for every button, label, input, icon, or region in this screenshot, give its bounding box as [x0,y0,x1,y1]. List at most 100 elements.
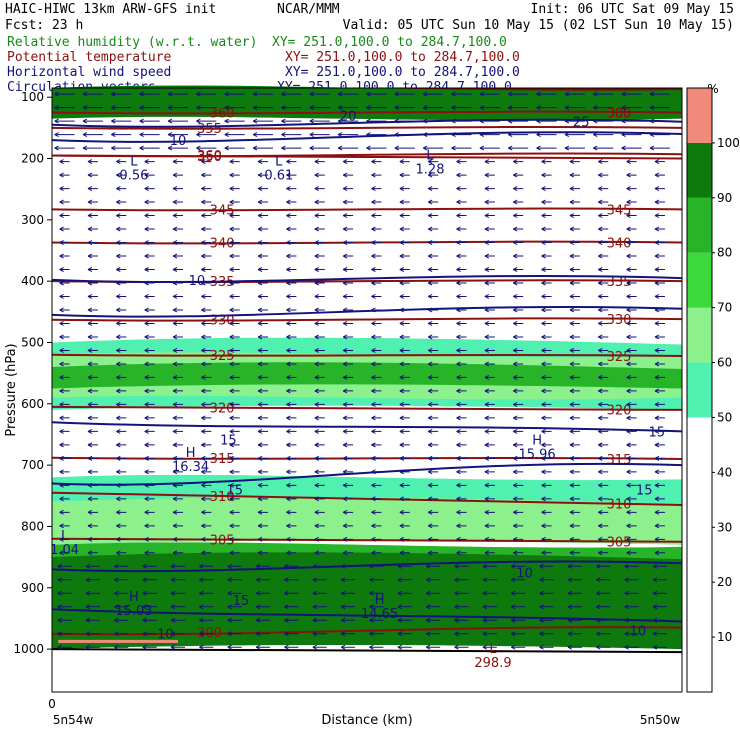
circulation-vector [172,186,183,192]
circulation-vector [371,415,382,421]
circulation-vector [201,307,212,313]
circulation-vector [116,348,127,353]
circulation-vector [512,294,524,299]
circulation-vector [598,294,609,299]
circulation-vector [114,644,129,650]
circulation-vector [654,509,665,515]
circulation-vector [512,334,524,340]
circulation-vector [427,428,439,434]
extremum-value: 15.03 [115,604,152,619]
circulation-vector [284,617,299,623]
circulation-vector [484,159,495,165]
colorbar-segment [687,88,712,143]
circulation-vector [342,307,354,313]
circulation-vector [116,253,127,259]
circulation-vector [201,536,212,542]
circulation-vector [536,145,557,151]
circulation-vector [512,186,524,192]
circulation-vector [257,442,269,448]
circulation-vector [87,334,98,340]
circulation-vector [87,348,98,353]
circulation-vector [593,145,614,151]
circulation-vector [286,307,297,313]
circulation-vector [201,334,212,340]
circulation-vector [366,105,387,111]
circulation-vector [371,401,382,407]
circulation-vector [541,469,552,475]
circulation-vector [456,294,467,299]
circulation-vector [201,294,212,299]
circulation-vector [598,321,609,326]
circulation-vector [342,280,354,286]
circulation-vector [314,442,325,448]
circulation-vector [116,401,127,407]
circulation-vector [624,563,639,569]
circulation-vector [114,563,129,569]
extremum-symbol: L [489,642,497,657]
circulation-vector [569,509,580,515]
circulation-vector [172,469,183,475]
circulation-vector [199,617,214,623]
circulation-vector [116,186,127,192]
circulation-vector [654,240,665,245]
circulation-vector [567,617,582,623]
circulation-vector [257,267,269,272]
x-origin-label: 0 [48,697,56,711]
circulation-vector [626,321,637,326]
circulation-vector [371,253,382,259]
circulation-vector [512,213,524,218]
theta-contour-line [51,240,683,245]
circulation-vector [541,415,552,421]
circulation-vector [229,550,240,556]
circulation-vector [144,226,155,232]
circulation-vector [399,213,410,218]
circulation-vector [87,550,98,556]
theta-contour-label: 305 [607,535,632,550]
circulation-vector [512,172,524,178]
circulation-vector [286,550,297,556]
circulation-vector [59,240,70,245]
circulation-vector [427,253,439,259]
circulation-vector [512,240,524,245]
circulation-vector [257,280,269,286]
circulation-vector [87,253,98,259]
circulation-vector [399,523,410,529]
circulation-vector [116,455,127,461]
circulation-vector [144,267,155,272]
y-axis: 100 200 300 400 500 600 700 800 900 1000 [13,90,52,656]
circulation-vector [427,172,439,178]
circulation-vector [484,294,495,299]
circulation-vector [314,172,325,178]
circulation-vector [172,523,183,529]
circulation-vector [201,280,212,286]
circulation-vector [144,442,155,448]
circulation-vector [196,145,217,151]
circulation-vector [512,253,524,259]
circulation-vector [342,536,354,542]
circulation-vector [314,307,325,313]
y-tick-label: 400 [21,274,44,288]
circulation-vector [567,644,582,650]
circulation-vector [87,482,98,488]
circulation-vector [484,550,495,556]
circulation-vector [252,118,274,124]
colorbar-segment [687,417,712,692]
circulation-vector [342,186,354,192]
circulation-vector [201,172,212,178]
circulation-vector [427,482,439,488]
circulation-vector [569,280,580,286]
circulation-vector [484,226,495,232]
circulation-vector [196,132,217,138]
circulation-vector [314,240,325,245]
circulation-vector [314,536,325,542]
circulation-vector [257,536,269,542]
circulation-vector [454,604,469,610]
circulation-vector [87,186,98,192]
circulation-vector [422,132,444,138]
circulation-vector [201,186,212,192]
circulation-vector [229,321,240,326]
colorbar-tick-label: 80 [717,246,732,260]
wind-speed-label: 15 [226,484,243,499]
circulation-vector [484,469,495,475]
circulation-vector [654,496,665,502]
